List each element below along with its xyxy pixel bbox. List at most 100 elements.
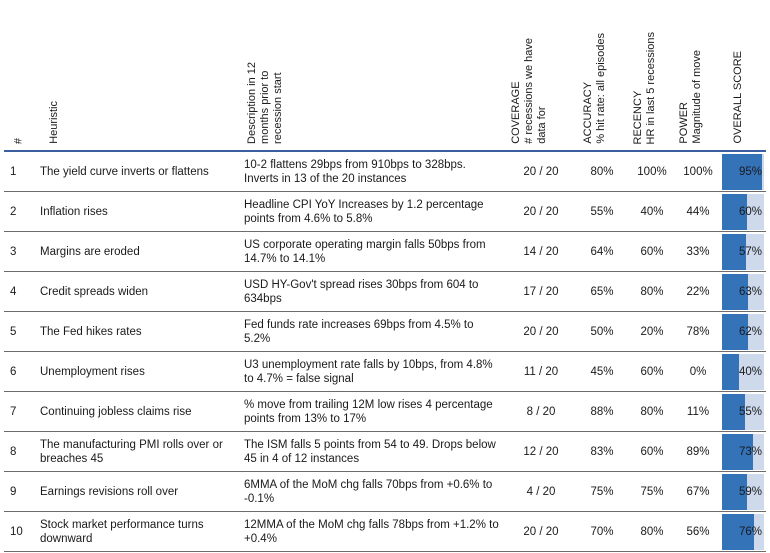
score-bar-fill xyxy=(722,273,749,310)
row-number: 7 xyxy=(4,391,34,432)
table-row: 10 Stock market performance turns downwar… xyxy=(4,511,766,552)
table-row: 8 The manufacturing PMI rolls over or bre… xyxy=(4,431,766,472)
recency-cell: 80% xyxy=(628,271,676,312)
score-bar-fill xyxy=(722,433,753,470)
description-cell: Fed funds rate increases 69bps from 4.5%… xyxy=(240,311,506,352)
accuracy-cell: 80% xyxy=(576,151,628,192)
score-value: 62% xyxy=(738,325,762,338)
coverage-cell: 12 / 20 xyxy=(506,431,576,472)
score-bar-fill xyxy=(722,313,749,350)
overall-score-cell: 76% xyxy=(720,511,766,552)
overall-score-cell: 55% xyxy=(720,391,766,432)
score-bar-fill xyxy=(722,473,747,510)
power-cell: 33% xyxy=(676,231,720,272)
score-bar-track: 60% xyxy=(722,193,764,230)
description-cell: USD HY-Gov't spread rises 30bps from 604… xyxy=(240,271,506,312)
recency-cell: 20% xyxy=(628,311,676,352)
row-number: 6 xyxy=(4,351,34,392)
score-bar-track: 40% xyxy=(722,353,764,390)
row-number: 4 xyxy=(4,271,34,312)
score-value: 57% xyxy=(738,245,762,258)
score-bar-track: 76% xyxy=(722,513,764,550)
row-number: 8 xyxy=(4,431,34,472)
coverage-cell: 20 / 20 xyxy=(506,151,576,192)
table-row: 3 Margins are eroded US corporate operatin… xyxy=(4,231,766,272)
score-value: 76% xyxy=(738,525,762,538)
description-cell: Headline CPI YoY Increases by 1.2 percen… xyxy=(240,191,506,232)
power-cell: 56% xyxy=(676,511,720,552)
row-number: 1 xyxy=(4,151,34,192)
score-bar-track: 95% xyxy=(722,153,764,190)
heuristic-cell: Earnings revisions roll over xyxy=(34,471,240,512)
score-value: 40% xyxy=(738,365,762,378)
recency-cell: 80% xyxy=(628,511,676,552)
overall-score-cell: 57% xyxy=(720,231,766,272)
heuristic-cell: Continuing jobless claims rise xyxy=(34,391,240,432)
score-bar-fill xyxy=(722,393,746,430)
row-number: 3 xyxy=(4,231,34,272)
table-row: 1 The yield curve inverts or flattens 10-2… xyxy=(4,151,766,192)
power-cell: 11% xyxy=(676,391,720,432)
score-bar-fill xyxy=(722,233,746,270)
overall-score-cell: 73% xyxy=(720,431,766,472)
score-bar-track: 55% xyxy=(722,393,764,430)
overall-score-cell: 59% xyxy=(720,471,766,512)
row-number: 2 xyxy=(4,191,34,232)
row-number: 10 xyxy=(4,511,34,552)
header-overall-score: OVERALL SCORE xyxy=(720,0,766,152)
coverage-cell: 17 / 20 xyxy=(506,271,576,312)
table-row: 9 Earnings revisions roll over 6MMA of the… xyxy=(4,471,766,512)
description-cell: US corporate operating margin falls 50bp… xyxy=(240,231,506,272)
description-cell: 10-2 flattens 29bps from 910bps to 328bp… xyxy=(240,151,506,192)
score-value: 63% xyxy=(738,285,762,298)
heuristic-cell: Stock market performance turns downward xyxy=(34,511,240,552)
table-row: 5 The Fed hikes rates Fed funds rate incre… xyxy=(4,311,766,352)
accuracy-cell: 70% xyxy=(576,511,628,552)
table-body: 1 The yield curve inverts or flattens 10-2… xyxy=(4,151,766,552)
score-bar-track: 59% xyxy=(722,473,764,510)
score-bar-track: 62% xyxy=(722,313,764,350)
heuristic-cell: The yield curve inverts or flattens xyxy=(34,151,240,192)
accuracy-cell: 75% xyxy=(576,471,628,512)
overall-score-cell: 95% xyxy=(720,151,766,192)
heuristic-cell: Credit spreads widen xyxy=(34,271,240,312)
recency-cell: 60% xyxy=(628,351,676,392)
power-cell: 78% xyxy=(676,311,720,352)
score-bar-track: 63% xyxy=(722,273,764,310)
coverage-cell: 4 / 20 xyxy=(506,471,576,512)
accuracy-cell: 45% xyxy=(576,351,628,392)
power-cell: 44% xyxy=(676,191,720,232)
score-bar-fill xyxy=(722,193,748,230)
overall-score-cell: 40% xyxy=(720,351,766,392)
table-row: 2 Inflation rises Headline CPI YoY Increas… xyxy=(4,191,766,232)
power-cell: 0% xyxy=(676,351,720,392)
heuristic-cell: Margins are eroded xyxy=(34,231,240,272)
coverage-cell: 20 / 20 xyxy=(506,511,576,552)
coverage-cell: 20 / 20 xyxy=(506,311,576,352)
header-row: # Heuristic Description in 12 months pri… xyxy=(4,0,766,152)
table-row: 7 Continuing jobless claims rise% move fr… xyxy=(4,391,766,432)
coverage-cell: 20 / 20 xyxy=(506,191,576,232)
table-row: 6 Unemployment rises U3 unemployment rate … xyxy=(4,351,766,392)
description-cell: The ISM falls 5 points from 54 to 49. Dr… xyxy=(240,431,506,472)
recency-cell: 60% xyxy=(628,431,676,472)
accuracy-cell: 88% xyxy=(576,391,628,432)
accuracy-cell: 55% xyxy=(576,191,628,232)
coverage-cell: 8 / 20 xyxy=(506,391,576,432)
score-value: 60% xyxy=(738,205,762,218)
description-cell: 6MMA of the MoM chg falls 70bps from +0.… xyxy=(240,471,506,512)
heuristic-cell: The manufacturing PMI rolls over or brea… xyxy=(34,431,240,472)
recency-cell: 40% xyxy=(628,191,676,232)
accuracy-cell: 64% xyxy=(576,231,628,272)
power-cell: 100% xyxy=(676,151,720,192)
overall-score-cell: 63% xyxy=(720,271,766,312)
score-bar-track: 73% xyxy=(722,433,764,470)
header-heuristic: Heuristic xyxy=(34,0,240,152)
accuracy-cell: 50% xyxy=(576,311,628,352)
overall-score-cell: 62% xyxy=(720,311,766,352)
header-description: Description in 12 months prior to recess… xyxy=(240,0,506,152)
recency-cell: 60% xyxy=(628,231,676,272)
row-number: 5 xyxy=(4,311,34,352)
score-value: 73% xyxy=(738,445,762,458)
